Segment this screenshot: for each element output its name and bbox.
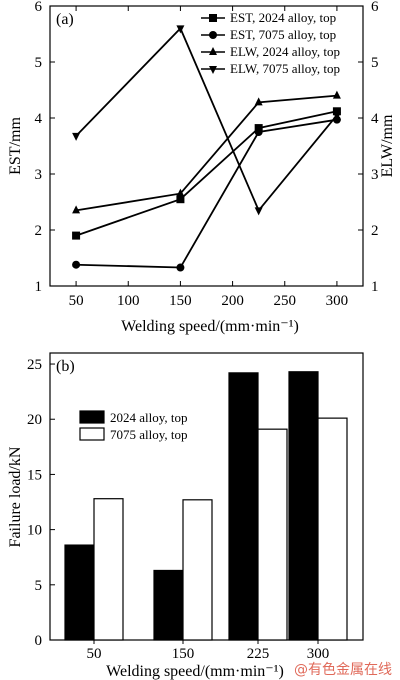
panel-a-y-tick-label-left: 3 — [35, 167, 43, 183]
panel-a-y-tick-label-left: 2 — [35, 223, 43, 239]
panel-a-y-tick-label-right: 6 — [371, 0, 379, 15]
bar-2024-150 — [153, 569, 184, 641]
bar-7075-300 — [317, 417, 348, 641]
legend-swatch-0 — [79, 410, 105, 424]
legend-marker-0 — [209, 14, 217, 22]
bar-7075-50 — [93, 498, 124, 641]
data-point-s3-0 — [72, 132, 81, 141]
panel-b-label: (b) — [56, 358, 75, 375]
data-point-s1-2 — [254, 128, 263, 136]
data-point-s0-0 — [72, 231, 81, 240]
data-point-s3-2 — [254, 207, 263, 216]
legend-marker-1 — [209, 31, 217, 39]
panel-b-y-tick-label: 15 — [27, 467, 42, 483]
panel-b-y-tick-label: 0 — [35, 633, 43, 649]
panel-a-line-chart: (a) EST/mm ELW/mm Welding speed/(mm·min⁻… — [7, 0, 396, 335]
panel-b-bar-chart: (b) Failure load/kN Welding speed/(mm·mi… — [7, 352, 364, 680]
bar-7075-150 — [182, 499, 213, 641]
panel-b-x-axis-label: Welding speed/(mm·min⁻¹) — [106, 663, 284, 680]
panel-a-x-tick-label: 200 — [221, 293, 244, 309]
panel-a-y-tick-label-left: 5 — [35, 55, 43, 71]
panel-b-x-tick-label: 225 — [247, 646, 270, 662]
panel-a-x-tick-label: 100 — [117, 293, 140, 309]
panel-b-x-tick-label: 300 — [307, 646, 330, 662]
panel-b-ticks: 0 5 10 15 20 25 50 150 225 300 — [27, 357, 329, 662]
legend-entry-2: ELW, 2024 alloy, top — [230, 44, 340, 59]
data-point-s3-1 — [176, 25, 185, 34]
legend-marker-2 — [209, 47, 217, 55]
data-point-s2-2 — [254, 97, 263, 106]
bar-2024-300 — [288, 371, 319, 641]
panel-b-y-axis-label: Failure load/kN — [7, 446, 24, 547]
panel-a-x-tick-label: 250 — [274, 293, 297, 309]
panel-a-y-tick-label-left: 1 — [35, 279, 43, 295]
panel-a-legend: EST, 2024 alloy, top EST, 7075 alloy, top… — [201, 10, 340, 76]
panel-a-y-axis-right-label: ELW/mm — [379, 114, 396, 177]
panel-b-y-tick-label: 25 — [27, 357, 42, 373]
panel-a-label: (a) — [56, 11, 74, 28]
data-point-s3-3 — [332, 112, 341, 121]
data-point-s1-0 — [72, 260, 81, 269]
series-line-2 — [75, 94, 337, 212]
legend-entry-b-0: 2024 alloy, top — [110, 410, 188, 425]
legend-entry-b-1: 7075 alloy, top — [110, 427, 188, 442]
bar-2024-50 — [64, 544, 95, 641]
data-point-s2-3 — [332, 90, 341, 99]
panel-a-series — [72, 25, 341, 272]
panel-a-x-axis-label: Welding speed/(mm·min⁻¹) — [121, 318, 299, 335]
panel-b-bars — [64, 371, 348, 641]
panel-a-y-tick-label-right: 5 — [371, 55, 379, 71]
panel-b-x-tick-label: 50 — [87, 646, 102, 662]
data-point-s0-1 — [176, 195, 185, 204]
panel-a-y-tick-label-left: 4 — [35, 111, 43, 127]
panel-a-ticks: 50 100 150 200 250 300 1 1 2 2 3 3 4 4 5 5 6 6 — [35, 0, 380, 309]
data-point-s1-1 — [176, 263, 185, 272]
panel-a-plot-frame — [49, 5, 364, 287]
panel-a-x-tick-label: 50 — [69, 293, 84, 309]
panel-a-y-tick-label-right: 3 — [371, 167, 379, 183]
bar-7075-225 — [257, 428, 288, 641]
panel-b-y-tick-label: 10 — [27, 523, 42, 539]
legend-entry-0: EST, 2024 alloy, top — [230, 10, 336, 25]
panel-a-x-tick-label: 150 — [169, 293, 192, 309]
bar-2024-225 — [228, 372, 259, 641]
legend-swatch-1 — [79, 427, 105, 441]
watermark-text: @有色金属在线 — [294, 661, 392, 678]
series-line-0 — [75, 110, 338, 237]
panel-a-y-tick-label-right: 1 — [371, 279, 379, 295]
panel-a-y-axis-left-label: EST/mm — [7, 117, 24, 175]
panel-b-legend: 2024 alloy, top 7075 alloy, top — [79, 410, 188, 442]
data-point-s0-3 — [332, 107, 341, 116]
series-line-1 — [76, 118, 338, 269]
panel-b-y-tick-label: 5 — [35, 578, 43, 594]
legend-entry-3: ELW, 7075 alloy, top — [230, 61, 340, 76]
data-point-s2-0 — [72, 205, 81, 214]
legend-entry-1: EST, 7075 alloy, top — [230, 27, 336, 42]
panel-b-y-tick-label: 20 — [27, 412, 42, 428]
panel-a-y-tick-label-right: 4 — [371, 111, 379, 127]
legend-marker-3 — [209, 66, 217, 74]
panel-b-x-tick-label: 150 — [172, 646, 195, 662]
series-line-3 — [75, 26, 338, 213]
panel-a-y-tick-label-left: 6 — [35, 0, 43, 15]
panel-a-x-tick-label: 300 — [326, 293, 349, 309]
data-point-s2-1 — [176, 188, 185, 197]
panel-a-y-tick-label-right: 2 — [371, 223, 379, 239]
